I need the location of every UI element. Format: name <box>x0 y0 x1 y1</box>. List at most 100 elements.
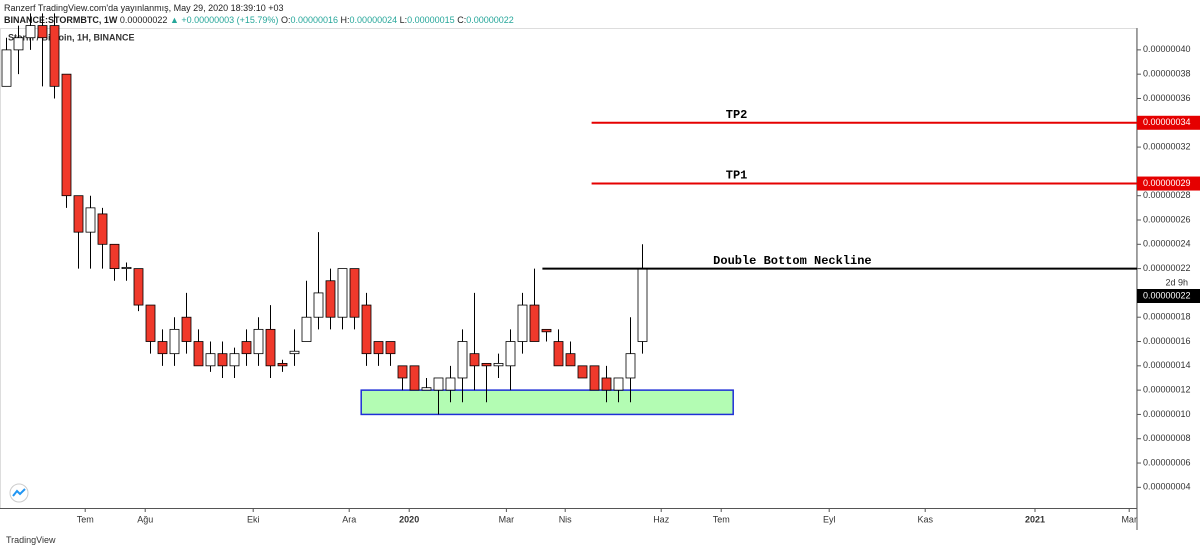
y-tick-label: 0.00000038 <box>1143 69 1191 79</box>
candle-body <box>25 25 36 39</box>
candle-body <box>397 365 408 379</box>
candle-body <box>289 350 300 355</box>
candle-body <box>241 341 252 355</box>
candle-body <box>481 362 492 367</box>
candle-body <box>49 25 60 87</box>
x-tick-label: 2021 <box>1025 514 1045 524</box>
symbol: BINANCE:STORMBTC, 1W <box>4 15 118 25</box>
candle-body <box>325 280 336 318</box>
candle-body <box>121 266 132 270</box>
logo-icon <box>12 488 26 497</box>
annotation-label: Double Bottom Neckline <box>713 254 871 268</box>
candle-body <box>589 365 600 391</box>
candle-body <box>97 213 108 245</box>
y-tick-label: 0.00000012 <box>1143 385 1191 395</box>
candle-body <box>445 377 456 391</box>
candle-body <box>613 377 624 391</box>
candle-body <box>13 37 24 51</box>
x-tick-label: Eki <box>247 514 260 524</box>
y-tick-label: 0.00000010 <box>1143 409 1191 419</box>
x-tick-label: Ara <box>342 514 356 524</box>
current-price-tag <box>1137 289 1200 303</box>
ohlc-label: L: <box>399 15 408 25</box>
header: Ranzerf TradingView.com'da yayınlanmış, … <box>4 2 514 26</box>
candle-body <box>169 328 180 355</box>
price-tag <box>1137 176 1200 191</box>
x-tick-label: Tem <box>713 514 730 524</box>
ohlc-value: 0.00000024 <box>349 15 398 25</box>
price-tag-label: 0.00000034 <box>1143 117 1191 127</box>
quote-line: BINANCE:STORMBTC, 1W 0.00000022 ▲ +0.000… <box>4 14 514 26</box>
ohlc-label: C: <box>457 15 467 25</box>
footer: TradingView <box>6 535 56 545</box>
y-tick-label: 0.00000004 <box>1143 482 1191 492</box>
candle-body <box>217 353 228 367</box>
candle-body <box>361 304 372 355</box>
y-tick-label: 0.00000028 <box>1143 190 1191 200</box>
support-zone <box>360 389 734 416</box>
ohlc-label: O: <box>280 15 291 25</box>
candle-body <box>301 316 312 342</box>
candle-body <box>133 268 144 306</box>
candle-body <box>553 341 564 367</box>
y-tick-label: 0.00000026 <box>1143 214 1191 224</box>
candle-body <box>493 362 504 367</box>
y-tick-label: 0.00000040 <box>1143 44 1191 54</box>
candle-body <box>577 365 588 379</box>
candle-body <box>385 341 396 355</box>
y-tick-label: 0.00000018 <box>1143 312 1191 322</box>
y-tick-label: 0.00000036 <box>1143 93 1191 103</box>
y-tick-label: 0.00000024 <box>1143 239 1191 249</box>
candle-body <box>565 353 576 367</box>
x-tick-label: Ağu <box>137 514 153 524</box>
x-tick-label: Tem <box>77 514 94 524</box>
candle-body <box>109 243 120 270</box>
ohlc-value: 0.00000022 <box>466 15 514 25</box>
change: ▲ +0.00000003 (+15.79%) <box>169 15 279 25</box>
ohlc-value: 0.00000015 <box>407 15 455 25</box>
candle-body <box>601 377 612 391</box>
ohlc-label: H: <box>340 15 350 25</box>
y-tick-label: 0.00000006 <box>1143 457 1191 467</box>
candle-body <box>409 365 420 391</box>
x-tick-label: Mar <box>1121 514 1137 524</box>
candle-body <box>541 328 552 333</box>
candle-body <box>205 353 216 367</box>
x-tick-label: Kas <box>917 514 933 524</box>
candle-body <box>505 341 516 367</box>
candle-body <box>277 362 288 367</box>
published-line: Ranzerf TradingView.com'da yayınlanmış, … <box>4 3 284 13</box>
candle-body <box>61 73 72 197</box>
candle-body <box>337 268 348 318</box>
last-price: 0.00000022 <box>119 15 168 25</box>
y-tick-label: 0.00000016 <box>1143 336 1191 346</box>
x-tick-label: 2020 <box>399 514 419 524</box>
ohlc-value: 0.00000016 <box>290 15 339 25</box>
candle-body <box>85 207 96 233</box>
candle-body <box>37 25 48 39</box>
candle-body <box>529 304 540 342</box>
candle-body <box>181 316 192 342</box>
candle-body <box>1 49 12 87</box>
candle-body <box>157 341 168 355</box>
ohlc: O:0.00000016 H:0.00000024 L:0.00000015 C… <box>281 15 514 25</box>
legend: Storm / Bitcoin, 1H, BINANCE <box>8 32 135 42</box>
candle-body <box>457 341 468 379</box>
y-tick-label: 0.00000022 <box>1143 263 1191 273</box>
current-price-label: 0.00000022 <box>1143 290 1191 300</box>
x-tick-label: Nis <box>559 514 572 524</box>
price-tag-label: 0.00000029 <box>1143 178 1191 188</box>
candle-body <box>313 292 324 318</box>
price-tag <box>1137 115 1200 130</box>
candle-body <box>229 353 240 367</box>
candle-body <box>469 353 480 367</box>
annotation-label: TP2 <box>726 108 748 122</box>
candle-body <box>637 268 648 342</box>
x-tick-label: Eyl <box>823 514 836 524</box>
x-tick-label: Haz <box>653 514 670 524</box>
countdown: 2d 9h <box>1165 277 1188 287</box>
candle-body <box>421 387 432 391</box>
annotation-label: TP1 <box>726 169 748 183</box>
